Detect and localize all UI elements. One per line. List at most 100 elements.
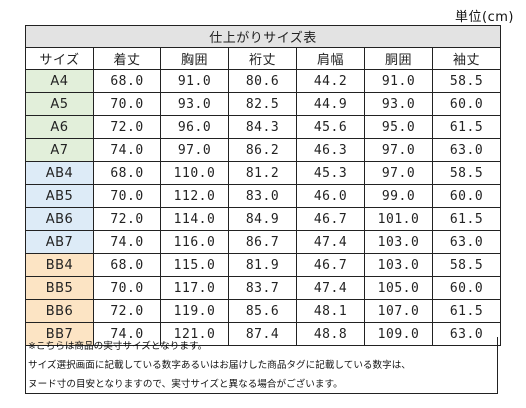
measurement-cell: 96.0 <box>160 115 229 139</box>
measurement-cell: 99.0 <box>364 184 433 208</box>
measurement-cell: 93.0 <box>364 92 433 116</box>
measurement-cell: 72.0 <box>93 207 161 231</box>
measurement-cell: 72.0 <box>93 299 161 323</box>
measurement-cell: 61.5 <box>431 299 502 323</box>
column-header-sleeve-reach: 裄丈 <box>228 47 297 70</box>
measurement-cell: 84.3 <box>228 115 297 139</box>
measurement-cell: 60.0 <box>431 92 502 116</box>
measurement-cell: 48.1 <box>296 299 365 323</box>
measurement-cell: 86.7 <box>228 230 297 254</box>
size-chart-table: 仕上がりサイズ表 サイズ 着丈 胸囲 裄丈 肩幅 胴囲 袖丈 A4 68.0 91.… <box>24 25 502 346</box>
measurement-cell: 70.0 <box>93 276 161 300</box>
measurement-cell: 58.5 <box>431 253 502 277</box>
measurement-cell: 114.0 <box>160 207 229 231</box>
measurement-cell: 85.6 <box>228 299 297 323</box>
measurement-cell: 97.0 <box>364 138 433 162</box>
note-line: ヌード寸の目安となりますので、実寸サイズと異なる場合がございます。 <box>28 379 343 390</box>
measurement-cell: 46.7 <box>296 253 365 277</box>
column-header-shoulder: 肩幅 <box>296 47 365 70</box>
measurement-cell: 121.0 <box>160 322 229 346</box>
table-row: AB4 68.0 110.0 81.2 45.3 97.0 58.5 <box>25 161 502 185</box>
measurement-cell: 58.5 <box>431 161 502 185</box>
measurement-cell: 115.0 <box>160 253 229 277</box>
measurement-cell: 80.6 <box>228 69 297 93</box>
measurement-cell: 72.0 <box>93 115 161 139</box>
measurement-cell: 46.0 <box>296 184 365 208</box>
measurement-cell: 74.0 <box>93 138 161 162</box>
measurement-cell: 112.0 <box>160 184 229 208</box>
size-name-cell: A5 <box>25 92 94 116</box>
measurement-cell: 82.5 <box>228 92 297 116</box>
measurement-cell: 68.0 <box>93 69 161 93</box>
table-row: A7 74.0 97.0 86.2 46.3 97.0 63.0 <box>25 138 502 162</box>
measurement-cell: 116.0 <box>160 230 229 254</box>
measurement-cell: 63.0 <box>431 138 502 162</box>
unit-label: 単位(cm) <box>455 10 514 25</box>
measurement-cell: 46.3 <box>296 138 365 162</box>
table-body: A4 68.0 91.0 80.6 44.2 91.0 58.5 A5 70.0 93.0 82.5… <box>25 69 502 346</box>
measurement-cell: 83.0 <box>228 184 297 208</box>
size-name-cell: BB5 <box>25 276 94 300</box>
note-line: ※こちらは商品の実寸サイズとなります。 <box>28 341 208 352</box>
table-title-row: 仕上がりサイズ表 <box>24 25 502 48</box>
column-header-chest: 胸囲 <box>160 47 229 70</box>
measurement-cell: 119.0 <box>160 299 229 323</box>
column-header-waist: 胴囲 <box>364 47 433 70</box>
measurement-cell: 58.5 <box>431 69 502 93</box>
measurement-cell: 61.5 <box>431 115 502 139</box>
size-name-cell: AB6 <box>25 207 94 231</box>
measurement-cell: 103.0 <box>364 230 433 254</box>
measurement-cell: 46.7 <box>296 207 365 231</box>
size-name-cell: A6 <box>25 115 94 139</box>
measurement-cell: 86.2 <box>228 138 297 162</box>
measurement-cell: 63.0 <box>431 230 502 254</box>
table-row: A5 70.0 93.0 82.5 44.9 93.0 60.0 <box>25 92 502 116</box>
measurement-cell: 44.9 <box>296 92 365 116</box>
column-header-length: 着丈 <box>93 47 161 70</box>
measurement-cell: 84.9 <box>228 207 297 231</box>
measurement-cell: 60.0 <box>431 184 502 208</box>
table-row: AB6 72.0 114.0 84.9 46.7 101.0 61.5 <box>25 207 502 231</box>
size-name-cell: AB4 <box>25 161 94 185</box>
note-line: サイズ選択画面に記載している数字あるいはお届けした商品タグに記載している数字は、 <box>28 360 411 371</box>
measurement-cell: 68.0 <box>93 253 161 277</box>
measurement-cell: 81.9 <box>228 253 297 277</box>
table-row: AB7 74.0 116.0 86.7 47.4 103.0 63.0 <box>25 230 502 254</box>
measurement-cell: 60.0 <box>431 276 502 300</box>
measurement-cell: 103.0 <box>364 253 433 277</box>
measurement-cell: 117.0 <box>160 276 229 300</box>
column-header-sleeve-length: 袖丈 <box>431 47 502 70</box>
measurement-cell: 74.0 <box>93 322 161 346</box>
measurement-cell: 105.0 <box>364 276 433 300</box>
table-row: BB4 68.0 115.0 81.9 46.7 103.0 58.5 <box>25 253 502 277</box>
measurement-cell: 70.0 <box>93 92 161 116</box>
table-row: AB5 70.0 112.0 83.0 46.0 99.0 60.0 <box>25 184 502 208</box>
table-row: BB6 72.0 119.0 85.6 48.1 107.0 61.5 <box>25 299 502 323</box>
measurement-cell: 47.4 <box>296 230 365 254</box>
measurement-cell: 44.2 <box>296 69 365 93</box>
measurement-cell: 83.7 <box>228 276 297 300</box>
measurement-cell: 63.0 <box>431 322 502 346</box>
table-row: A4 68.0 91.0 80.6 44.2 91.0 58.5 <box>25 69 502 93</box>
measurement-cell: 45.6 <box>296 115 365 139</box>
measurement-cell: 47.4 <box>296 276 365 300</box>
measurement-cell: 61.5 <box>431 207 502 231</box>
size-name-cell: BB6 <box>25 299 94 323</box>
column-header-size: サイズ <box>25 47 94 70</box>
size-name-cell: BB4 <box>25 253 94 277</box>
table-row: BB7 74.0 121.0 87.4 48.8 109.0 63.0 <box>25 322 502 346</box>
measurement-cell: 97.0 <box>364 161 433 185</box>
size-name-cell: BB7 <box>25 322 94 346</box>
measurement-cell: 70.0 <box>93 184 161 208</box>
measurement-cell: 107.0 <box>364 299 433 323</box>
measurement-cell: 109.0 <box>364 322 433 346</box>
measurement-cell: 110.0 <box>160 161 229 185</box>
measurement-cell: 81.2 <box>228 161 297 185</box>
measurement-cell: 101.0 <box>364 207 433 231</box>
measurement-cell: 74.0 <box>93 230 161 254</box>
table-row: A6 72.0 96.0 84.3 45.6 95.0 61.5 <box>25 115 502 139</box>
measurement-cell: 68.0 <box>93 161 161 185</box>
measurement-cell: 87.4 <box>228 322 297 346</box>
table-row: BB5 70.0 117.0 83.7 47.4 105.0 60.0 <box>25 276 502 300</box>
measurement-cell: 97.0 <box>160 138 229 162</box>
